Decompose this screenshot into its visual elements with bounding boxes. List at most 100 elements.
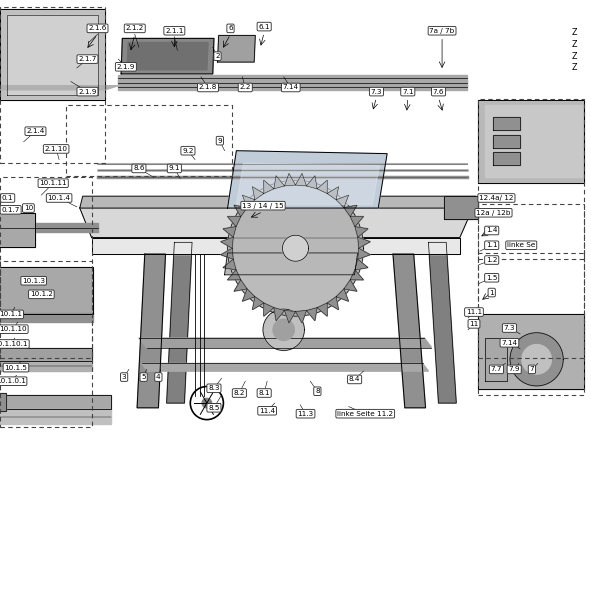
Polygon shape	[478, 314, 584, 389]
Text: 7.1: 7.1	[402, 89, 414, 95]
Circle shape	[522, 345, 551, 374]
Text: 2.1.8: 2.1.8	[199, 85, 217, 90]
Polygon shape	[355, 226, 368, 237]
Text: 9.1: 9.1	[168, 165, 180, 171]
Polygon shape	[393, 254, 426, 408]
Text: 7a / 7b: 7a / 7b	[430, 28, 454, 34]
Polygon shape	[296, 173, 307, 186]
Text: 2.1.9: 2.1.9	[78, 89, 97, 95]
Polygon shape	[344, 205, 357, 217]
Text: 11.4: 11.4	[259, 408, 275, 414]
Polygon shape	[252, 187, 264, 200]
Text: 2.1.9: 2.1.9	[116, 64, 135, 70]
Circle shape	[202, 398, 212, 408]
Polygon shape	[344, 280, 357, 291]
Polygon shape	[252, 297, 264, 310]
Polygon shape	[223, 259, 236, 270]
Text: 10.1.3: 10.1.3	[22, 278, 45, 284]
Text: 4: 4	[156, 374, 161, 380]
Text: 11.1: 11.1	[466, 309, 482, 315]
Polygon shape	[336, 195, 349, 207]
Text: 7.7: 7.7	[491, 366, 502, 372]
Text: 0.1: 0.1	[2, 195, 14, 201]
Text: 10.1.0.1: 10.1.0.1	[0, 378, 25, 384]
Polygon shape	[7, 15, 98, 95]
Text: 7.9: 7.9	[508, 366, 520, 372]
Text: 10.1.5: 10.1.5	[5, 365, 27, 371]
Polygon shape	[493, 135, 520, 148]
Polygon shape	[139, 338, 431, 348]
Text: 10.1.2: 10.1.2	[30, 291, 53, 297]
Polygon shape	[118, 85, 467, 90]
Circle shape	[510, 333, 563, 386]
Text: 8.6: 8.6	[133, 165, 145, 171]
Text: 1: 1	[489, 290, 494, 296]
Text: 6: 6	[228, 25, 233, 31]
Text: 10.1.1: 10.1.1	[0, 311, 22, 317]
Text: Z: Z	[572, 63, 577, 73]
Text: 13 / 14 / 15: 13 / 14 / 15	[242, 203, 284, 209]
Text: 8.1: 8.1	[258, 390, 270, 396]
Text: linke Se: linke Se	[507, 242, 535, 248]
Text: 2.1.1: 2.1.1	[165, 28, 184, 34]
Text: 8.3: 8.3	[208, 385, 220, 391]
Polygon shape	[80, 208, 473, 238]
Polygon shape	[242, 289, 255, 301]
Polygon shape	[0, 313, 93, 322]
Polygon shape	[220, 248, 233, 259]
Polygon shape	[127, 43, 208, 70]
Text: 9.2: 9.2	[182, 148, 194, 154]
Circle shape	[282, 235, 309, 261]
Text: 2.1.4: 2.1.4	[26, 128, 45, 134]
Text: linke Seite 11.2: linke Seite 11.2	[337, 411, 393, 417]
Text: 10.1.10.1: 10.1.10.1	[0, 341, 28, 347]
Polygon shape	[234, 280, 247, 291]
Polygon shape	[355, 259, 368, 270]
Polygon shape	[242, 195, 255, 207]
Polygon shape	[220, 237, 233, 248]
Polygon shape	[0, 395, 111, 409]
Polygon shape	[317, 303, 327, 316]
Text: 0.1.7: 0.1.7	[1, 207, 20, 213]
Text: 3: 3	[122, 374, 126, 380]
Polygon shape	[0, 361, 92, 371]
Bar	[478, 253, 584, 395]
Polygon shape	[137, 254, 165, 408]
Polygon shape	[358, 237, 371, 248]
Polygon shape	[307, 176, 317, 189]
Polygon shape	[80, 196, 476, 208]
Polygon shape	[350, 216, 363, 226]
Polygon shape	[274, 176, 284, 189]
Polygon shape	[223, 226, 236, 237]
Polygon shape	[0, 393, 6, 411]
Polygon shape	[296, 310, 307, 323]
Polygon shape	[428, 242, 456, 403]
Text: 12.4a/ 12: 12.4a/ 12	[479, 195, 514, 201]
Polygon shape	[358, 248, 371, 259]
Bar	[478, 99, 584, 259]
Text: 10: 10	[24, 205, 33, 211]
Text: 1.1: 1.1	[486, 242, 498, 248]
Polygon shape	[284, 173, 296, 186]
Text: 11: 11	[469, 321, 479, 327]
Bar	[0, 261, 92, 427]
Bar	[478, 204, 584, 358]
Text: 2.1.6: 2.1.6	[88, 25, 107, 31]
Polygon shape	[217, 35, 255, 62]
Text: 7.3: 7.3	[504, 325, 515, 331]
Text: 7: 7	[530, 366, 534, 372]
Text: 1.4: 1.4	[486, 228, 498, 233]
Polygon shape	[350, 270, 363, 280]
Polygon shape	[485, 105, 582, 177]
Text: 7.6: 7.6	[433, 89, 444, 95]
Polygon shape	[228, 270, 241, 280]
Polygon shape	[493, 152, 520, 165]
Polygon shape	[264, 303, 274, 316]
Polygon shape	[167, 242, 192, 403]
Polygon shape	[307, 308, 317, 321]
Polygon shape	[336, 289, 349, 301]
Text: 5: 5	[141, 374, 146, 380]
Polygon shape	[228, 151, 387, 208]
Polygon shape	[0, 213, 35, 247]
Circle shape	[263, 309, 304, 350]
